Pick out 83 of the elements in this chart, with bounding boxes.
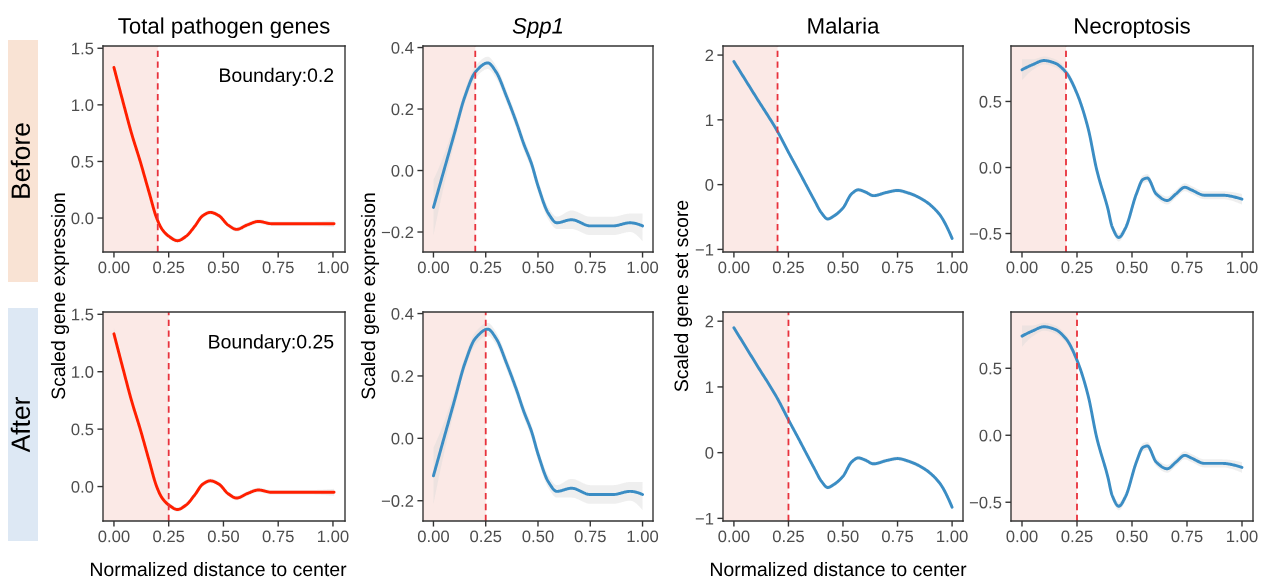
y-tick-label: 0.0	[391, 432, 414, 445]
y-axis-title: Scaled gene expression	[360, 193, 380, 399]
y-tick-label: 0.5	[71, 423, 94, 436]
x-tick-label: 0.75	[881, 530, 914, 543]
chart-title: Necroptosis	[1075, 17, 1190, 39]
x-tick-label: 0.00	[417, 530, 450, 543]
y-tick-label: 0.4	[391, 41, 414, 54]
y-tick-label: −1	[695, 512, 714, 525]
y-tick-label: −0.2	[381, 226, 414, 239]
x-tick-label: 0.50	[522, 530, 554, 543]
y-tick-label: 1.5	[72, 308, 94, 321]
y-tick-label: −1	[695, 243, 714, 256]
y-tick-label: 0	[705, 179, 714, 191]
x-tick-label: 0.00	[417, 261, 450, 274]
x-tick-label: 1.00	[1227, 530, 1258, 543]
x-tick-label: 0.75	[262, 530, 294, 543]
x-tick-label: 0.50	[207, 530, 240, 543]
x-tick-label: 0.00	[1006, 261, 1038, 274]
chart-title: Total pathogen genes	[118, 17, 330, 39]
y-tick-label: 0.0	[71, 212, 94, 225]
x-tick-label: 1.00	[318, 261, 349, 274]
y-tick-label: 0.2	[391, 103, 414, 116]
x-tick-label: 1.00	[627, 261, 659, 274]
y-tick-label: −0.2	[381, 495, 414, 507]
x-tick-label: 0.25	[772, 530, 804, 543]
y-tick-label: 1.5	[72, 42, 94, 55]
y-tick-label: 0	[705, 447, 714, 459]
x-tick-label: 1.00	[1227, 261, 1258, 274]
y-axis-title: Scaled gene expression	[50, 193, 70, 399]
y-tick-label: 0.5	[979, 362, 1002, 375]
y-tick-label: 0.0	[391, 164, 414, 177]
y-tick-label: 0.0	[979, 161, 1002, 174]
x-tick-label: 0.00	[98, 261, 130, 274]
x-tick-label: 1.00	[627, 530, 659, 543]
x-tick-label: 0.00	[718, 261, 750, 274]
x-tick-label: 0.25	[470, 261, 502, 274]
x-axis-title: Normalized distance to center	[710, 561, 967, 577]
y-tick-label: 0.2	[391, 370, 414, 383]
y-tick-label: 1.0	[72, 366, 94, 378]
chart-title: Spp1	[512, 17, 563, 39]
x-tick-label: 0.50	[827, 261, 859, 274]
y-tick-label: 1	[705, 381, 714, 393]
y-tick-label: 1.0	[72, 99, 94, 112]
x-tick-label: 0.75	[574, 261, 606, 274]
x-tick-label: 0.25	[1061, 261, 1093, 274]
x-tick-label: 0.75	[262, 261, 294, 274]
x-tick-label: 0.25	[1061, 530, 1093, 543]
y-tick-label: −0.5	[969, 496, 1002, 509]
x-tick-label: 0.00	[718, 530, 750, 543]
annotation: Boundary:0.2	[220, 67, 334, 86]
x-tick-label: 1.00	[937, 530, 968, 543]
y-tick-label: 2	[705, 315, 714, 328]
x-tick-label: 0.00	[1006, 530, 1038, 543]
y-tick-label: 0.5	[979, 95, 1002, 108]
chart-title: Malaria	[808, 17, 880, 34]
text: Before	[10, 123, 31, 198]
y-tick-label: 0.0	[71, 480, 94, 493]
x-tick-label: 0.50	[827, 530, 859, 543]
annotation: Boundary:0.25	[209, 334, 334, 353]
y-tick-label: 0.0	[979, 429, 1002, 442]
x-axis-title: Normalized distance to center	[90, 561, 347, 577]
y-tick-label: 2	[705, 49, 714, 62]
x-tick-label: 0.75	[881, 261, 914, 274]
x-tick-label: 0.25	[153, 261, 185, 274]
text: After	[10, 397, 31, 453]
x-tick-label: 0.50	[522, 261, 554, 274]
y-tick-label: 0.5	[71, 155, 94, 168]
y-tick-label: −0.5	[969, 227, 1002, 240]
x-tick-label: 0.50	[1116, 530, 1148, 543]
x-tick-label: 0.25	[153, 530, 185, 543]
x-tick-label: 0.25	[470, 530, 502, 543]
y-tick-label: 0.4	[391, 307, 414, 320]
y-axis-title: Scaled gene set score	[673, 200, 693, 392]
x-tick-label: 0.50	[207, 261, 240, 274]
x-tick-label: 0.50	[1116, 261, 1148, 274]
x-tick-label: 1.00	[318, 530, 349, 543]
x-tick-label: 0.75	[574, 530, 606, 543]
y-tick-label: 1	[705, 114, 714, 126]
x-tick-label: 0.75	[1171, 261, 1203, 274]
x-tick-label: 1.00	[937, 261, 968, 274]
x-tick-label: 0.25	[772, 261, 804, 274]
x-tick-label: 0.00	[98, 530, 130, 543]
x-tick-label: 0.75	[1171, 530, 1203, 543]
